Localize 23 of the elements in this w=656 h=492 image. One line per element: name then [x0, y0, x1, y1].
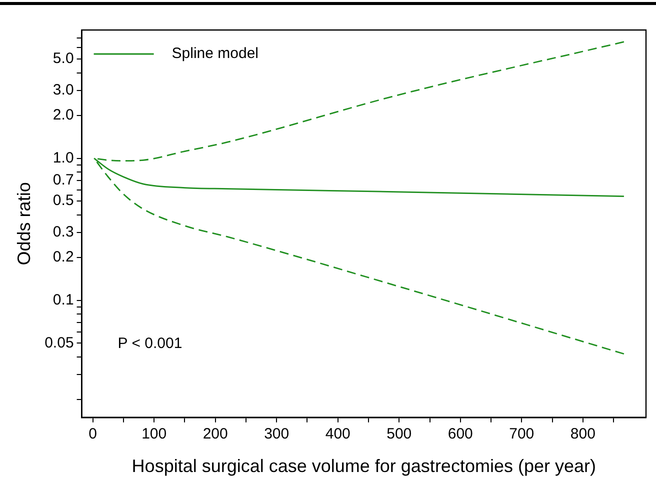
annotation: P < 0.001	[118, 334, 182, 352]
legend-label: Spline model	[172, 45, 259, 62]
x-tick-label: 600	[448, 426, 473, 443]
y-tick-label: 0.1	[52, 291, 74, 308]
x-tick-label: 400	[325, 426, 350, 443]
x-tick-label: 100	[142, 426, 167, 443]
y-tick-label: 5.0	[52, 50, 74, 68]
x-tick-label: 300	[264, 426, 290, 443]
x-tick-label: 500	[386, 426, 412, 443]
x-tick-label: 700	[509, 426, 534, 443]
y-tick-label: 2.0	[52, 106, 74, 124]
y-axis-title: Odds ratio	[14, 182, 34, 266]
y-tick-label: 1.0	[52, 149, 74, 166]
y-tick-label: 0.5	[52, 192, 74, 210]
x-tick-label: 200	[202, 426, 228, 443]
y-tick-label: 0.7	[52, 171, 74, 188]
y-tick-label: 0.05	[44, 334, 74, 352]
x-tick-label: 0	[88, 426, 97, 443]
x-tick-label: 800	[570, 426, 596, 443]
y-tick-label: 0.3	[52, 224, 74, 241]
y-tick-label: 3.0	[52, 82, 74, 99]
x-axis-title: Hospital surgical case volume for gastrectomies (per year)	[132, 456, 596, 476]
y-tick-label: 0.2	[52, 248, 74, 266]
